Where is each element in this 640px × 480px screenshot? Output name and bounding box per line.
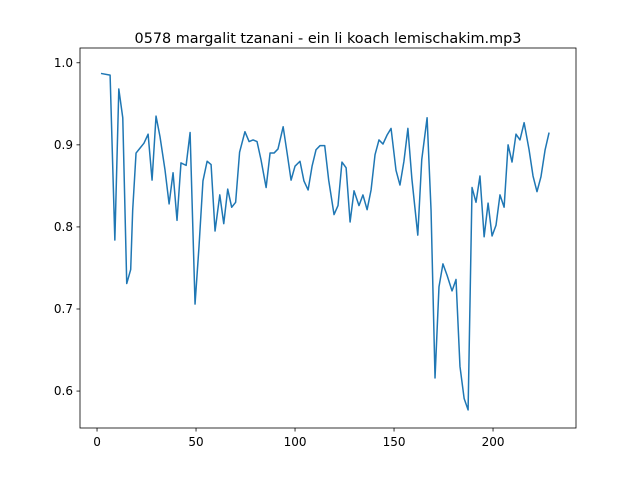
y-tick-label: 1.0 (54, 56, 73, 70)
chart-title: 0578 margalit tzanani - ein li koach lem… (135, 31, 522, 47)
line (100, 72, 550, 411)
x-tick-label: 50 (188, 435, 203, 449)
y-tick-label: 0.8 (54, 220, 73, 234)
x-tick-label: 200 (482, 435, 505, 449)
x-tick-label: 100 (284, 435, 307, 449)
x-tick-label: 150 (383, 435, 406, 449)
y-tick-label: 0.7 (54, 302, 73, 316)
x-tick-label: 0 (93, 435, 101, 449)
axes-frame (79, 47, 577, 429)
y-tick-label: 0.9 (54, 138, 73, 152)
y-tick-label: 0.6 (54, 384, 73, 398)
